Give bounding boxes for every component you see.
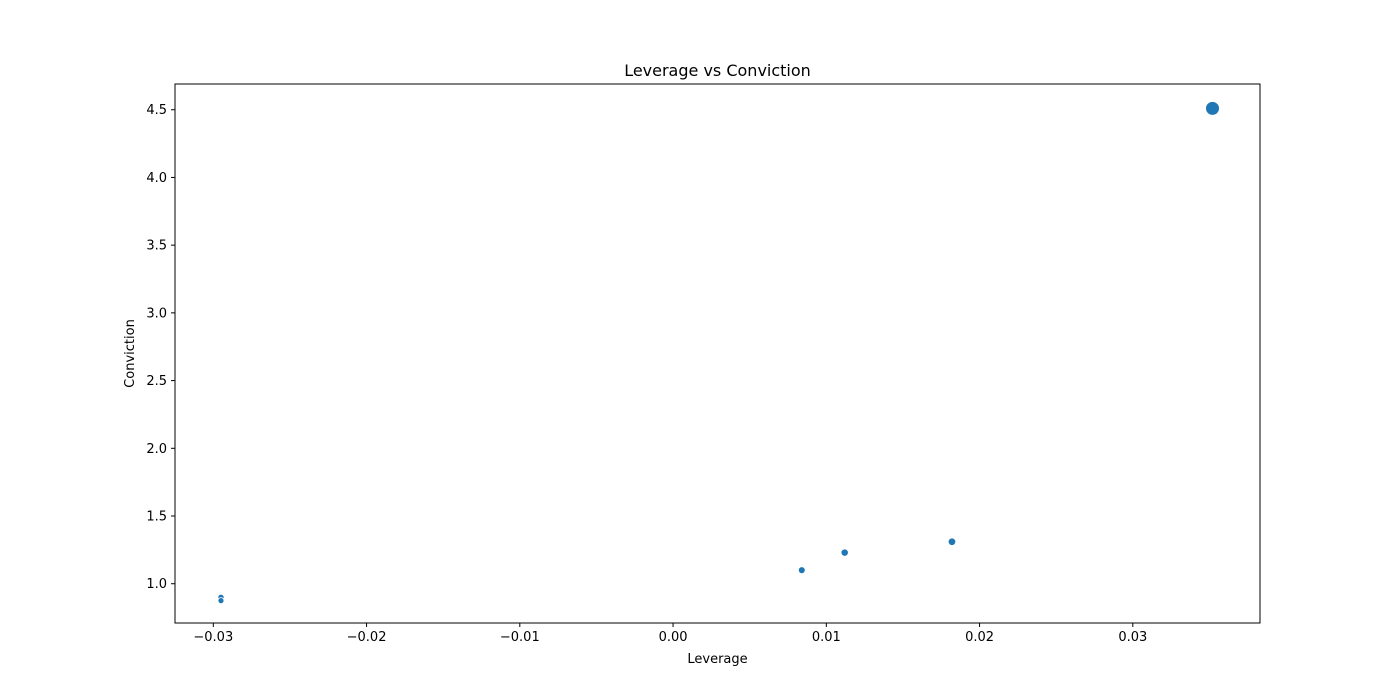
y-axis-title: Conviction bbox=[123, 319, 138, 388]
y-tick-label: 3.0 bbox=[146, 306, 167, 321]
scatter-point bbox=[217, 597, 225, 605]
points-layer bbox=[217, 101, 1220, 605]
plot-frame bbox=[174, 83, 1261, 624]
x-tick-label: 0.01 bbox=[812, 630, 841, 645]
scatter-point bbox=[1205, 101, 1220, 116]
x-tick-label: 0.03 bbox=[1118, 630, 1147, 645]
ticks-layer: −0.03 −0.02 −0.01 0.00 0.01 0.02 0.03 1.0 1.5 2.0… bbox=[146, 103, 1147, 645]
x-tick-label: 0.00 bbox=[659, 630, 688, 645]
scatter-point bbox=[840, 548, 849, 557]
chart-title: Leverage vs Conviction bbox=[624, 61, 811, 80]
x-tick-label: 0.02 bbox=[965, 630, 994, 645]
y-tick-label: 1.5 bbox=[146, 510, 167, 525]
y-tick-label: 4.0 bbox=[146, 171, 167, 186]
x-axis-title: Leverage bbox=[687, 652, 747, 667]
y-tick-label: 2.0 bbox=[146, 442, 167, 457]
y-tick-label: 1.0 bbox=[146, 577, 167, 592]
x-tick-label: −0.01 bbox=[500, 630, 540, 645]
scatter-point bbox=[797, 566, 806, 575]
y-tick-label: 2.5 bbox=[146, 374, 167, 389]
y-tick-label: 3.5 bbox=[146, 239, 167, 254]
x-tick-label: −0.02 bbox=[347, 630, 387, 645]
scatter-point bbox=[947, 537, 957, 546]
y-tick-label: 4.5 bbox=[146, 103, 167, 118]
x-tick-label: −0.03 bbox=[193, 630, 233, 645]
